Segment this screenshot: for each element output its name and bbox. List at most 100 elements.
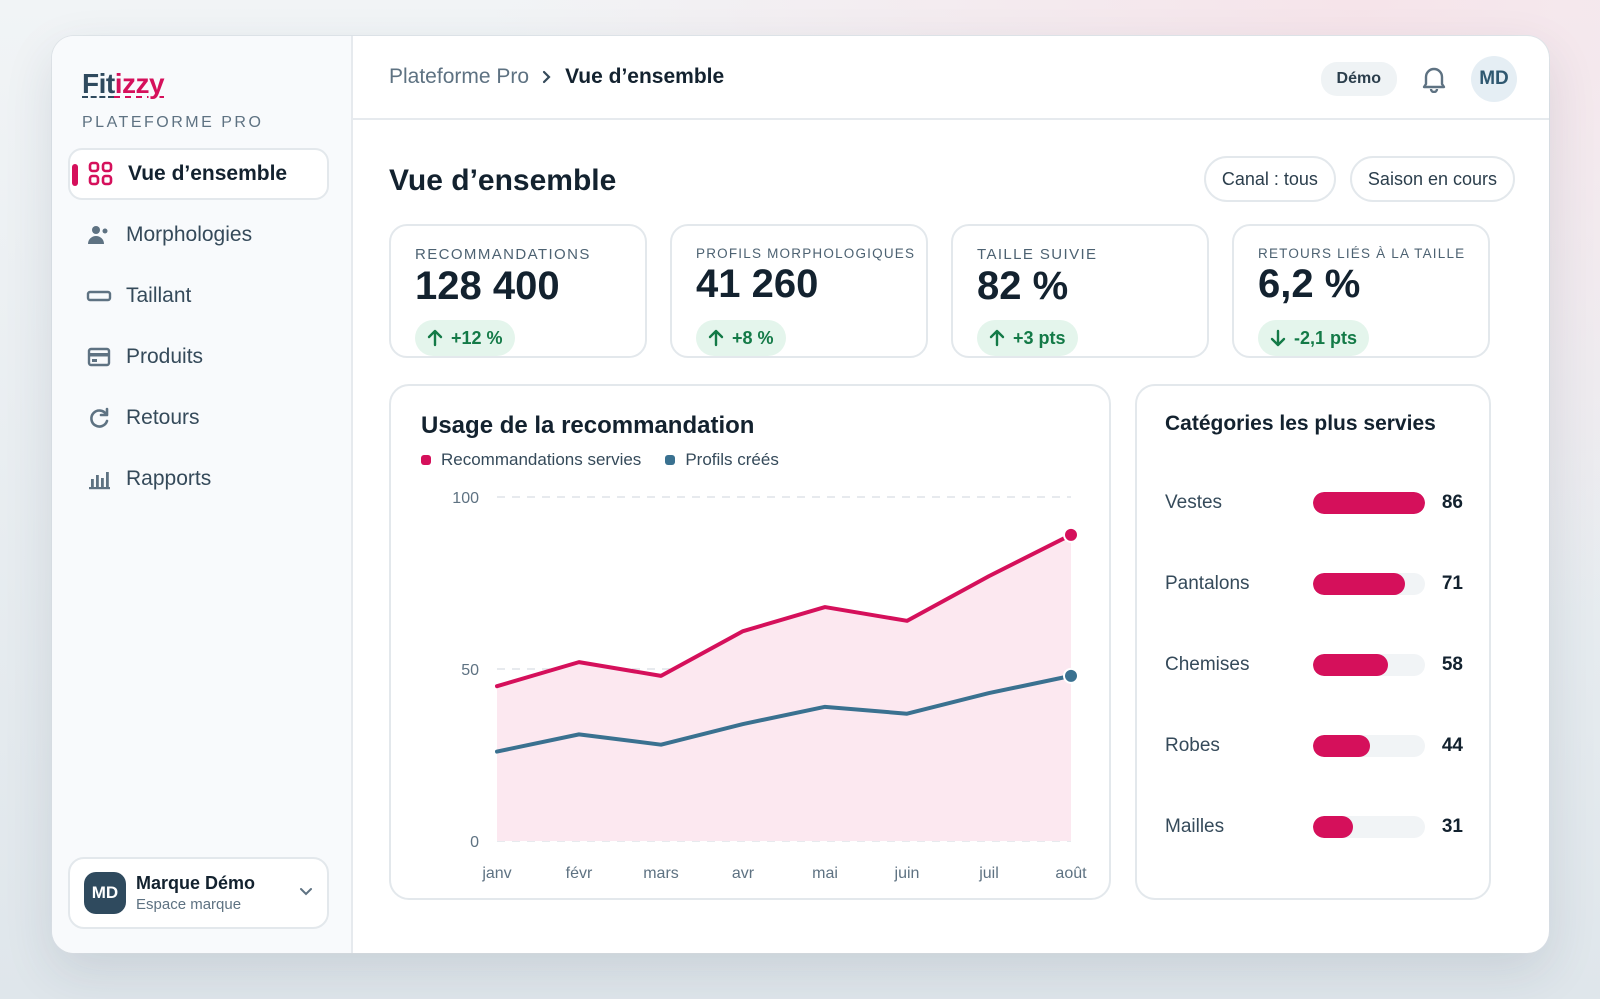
area-fill-recommandations — [497, 534, 1071, 841]
sidebar-item-label: Retours — [126, 406, 200, 429]
legend-label: Profils créés — [685, 450, 779, 469]
category-value: 86 — [1441, 492, 1463, 513]
x-tick-label: mai — [812, 865, 838, 882]
kpi-card-taille-suivie: TAILLE SUIVIE 82 % +3 pts — [951, 224, 1209, 358]
category-value: 71 — [1441, 573, 1463, 594]
category-row: Mailles 31 — [1165, 812, 1465, 842]
category-bar-track — [1313, 735, 1425, 757]
main-content: Plateforme Pro Vue d’ensemble Démo MD Vu… — [353, 36, 1549, 953]
refresh-icon — [86, 405, 112, 431]
card-icon — [86, 344, 112, 370]
breadcrumb-current: Vue d’ensemble — [565, 65, 725, 88]
x-tick-label: juil — [978, 865, 999, 882]
sidebar: Fitizzy PLATEFORME PRO Vue d’ensemble Mo… — [52, 36, 353, 953]
topbar: Plateforme Pro Vue d’ensemble Démo MD — [353, 36, 1549, 120]
x-tick-label: févr — [566, 865, 593, 882]
y-tick-label: 100 — [452, 490, 479, 507]
account-avatar: MD — [84, 872, 126, 914]
grid-icon — [88, 161, 114, 187]
kpi-delta-badge: +8 % — [696, 320, 786, 356]
kpi-value: 6,2 % — [1258, 262, 1361, 306]
x-tick-label: août — [1055, 865, 1087, 882]
category-bar — [1313, 573, 1406, 595]
category-bar — [1313, 654, 1389, 676]
category-row: Chemises 58 — [1165, 650, 1465, 680]
kpi-delta-value: +8 % — [732, 327, 774, 348]
category-value: 31 — [1441, 816, 1463, 837]
x-tick-label: janv — [481, 865, 511, 882]
kpi-card-profils: PROFILS MORPHOLOGIQUES 41 260 +8 % — [670, 224, 928, 358]
sidebar-item-label: Taillant — [126, 284, 192, 307]
x-tick-label: mars — [643, 865, 679, 882]
arrow-up-icon — [427, 329, 443, 347]
x-tick-label: juin — [894, 865, 920, 882]
kpi-delta-badge: -2,1 pts — [1258, 320, 1370, 356]
sidebar-item-label: Produits — [126, 345, 204, 368]
category-row: Vestes 86 — [1165, 488, 1465, 518]
legend-item-recommandations[interactable]: Recommandations servies — [421, 450, 641, 470]
series-line-1 — [495, 673, 1073, 754]
categories-title: Catégories les plus servies — [1165, 412, 1436, 435]
x-tick-label: avr — [732, 865, 755, 882]
usage-chart-card: Usage de la recommandation Recommandatio… — [389, 384, 1111, 900]
kpi-delta-value: -2,1 pts — [1294, 327, 1358, 348]
topbar-actions: Démo MD — [1320, 56, 1517, 102]
chevron-down-icon — [299, 885, 313, 904]
category-name: Pantalons — [1165, 573, 1250, 594]
legend-label: Recommandations servies — [441, 450, 642, 469]
users-icon — [86, 222, 112, 248]
season-filter-button[interactable]: Saison en cours — [1349, 156, 1515, 202]
app-window: Fitizzy PLATEFORME PRO Vue d’ensemble Mo… — [52, 36, 1549, 953]
sidebar-item-label: Rapports — [126, 467, 212, 490]
sidebar-item-morphologies[interactable]: Morphologies — [68, 209, 329, 261]
legend-item-profils[interactable]: Profils créés — [665, 450, 779, 470]
demo-badge: Démo — [1320, 62, 1397, 96]
bell-icon[interactable] — [1419, 64, 1449, 94]
series-endpoint-0 — [1063, 526, 1079, 543]
categories-card: Catégories les plus servies Vestes 86 Pant… — [1135, 384, 1491, 900]
legend-swatch — [665, 455, 676, 465]
brand-logo[interactable]: Fitizzy — [82, 68, 165, 99]
sidebar-item-vue-ensemble[interactable]: Vue d’ensemble — [68, 148, 329, 200]
page-title: Vue d’ensemble — [389, 164, 617, 197]
arrow-up-icon — [989, 329, 1005, 347]
category-bar-track — [1313, 654, 1425, 676]
category-name: Chemises — [1165, 654, 1250, 675]
kpi-label: TAILLE SUIVIE — [977, 246, 1098, 263]
category-bar — [1313, 492, 1425, 514]
breadcrumb-root[interactable]: Plateforme Pro — [389, 65, 530, 88]
category-name: Mailles — [1165, 816, 1225, 837]
account-subtitle: Espace marque — [136, 896, 242, 913]
sidebar-item-label: Vue d’ensemble — [128, 162, 288, 185]
user-avatar[interactable]: MD — [1471, 56, 1517, 102]
kpi-value: 82 % — [977, 264, 1069, 308]
account-info: Marque Démo Espace marque — [136, 873, 255, 913]
y-tick-label: 50 — [461, 662, 479, 679]
kpi-delta-value: +12 % — [451, 327, 503, 348]
y-tick-label: 0 — [470, 834, 479, 851]
sidebar-item-rapports[interactable]: Rapports — [68, 453, 329, 505]
arrow-down-icon — [1270, 329, 1286, 347]
category-name: Robes — [1165, 735, 1220, 756]
ruler-icon — [86, 283, 112, 309]
kpi-card-retours: RETOURS LIÉS À LA TAILLE 6,2 % -2,1 pts — [1232, 224, 1490, 358]
legend-swatch — [421, 455, 431, 465]
kpi-delta-badge: +3 pts — [977, 320, 1078, 356]
sidebar-item-taillant[interactable]: Taillant — [68, 270, 329, 322]
kpi-delta-value: +3 pts — [1013, 327, 1066, 348]
kpi-value: 41 260 — [696, 262, 819, 306]
category-bar — [1313, 816, 1354, 838]
account-name: Marque Démo — [136, 873, 256, 893]
series-endpoint-1 — [1063, 667, 1079, 684]
kpi-card-recommandations: RECOMMANDATIONS 128 400 +12 % — [389, 224, 647, 358]
account-switcher[interactable]: MD Marque Démo Espace marque — [68, 857, 329, 929]
category-value: 58 — [1441, 654, 1463, 675]
sidebar-item-produits[interactable]: Produits — [68, 331, 329, 383]
category-bar-track — [1313, 492, 1425, 514]
channel-filter-button[interactable]: Canal : tous — [1203, 156, 1336, 202]
sidebar-item-retours[interactable]: Retours — [68, 392, 329, 444]
category-bar-track — [1313, 573, 1425, 595]
kpi-label: RECOMMANDATIONS — [415, 246, 591, 263]
sidebar-item-label: Morphologies — [126, 223, 253, 246]
